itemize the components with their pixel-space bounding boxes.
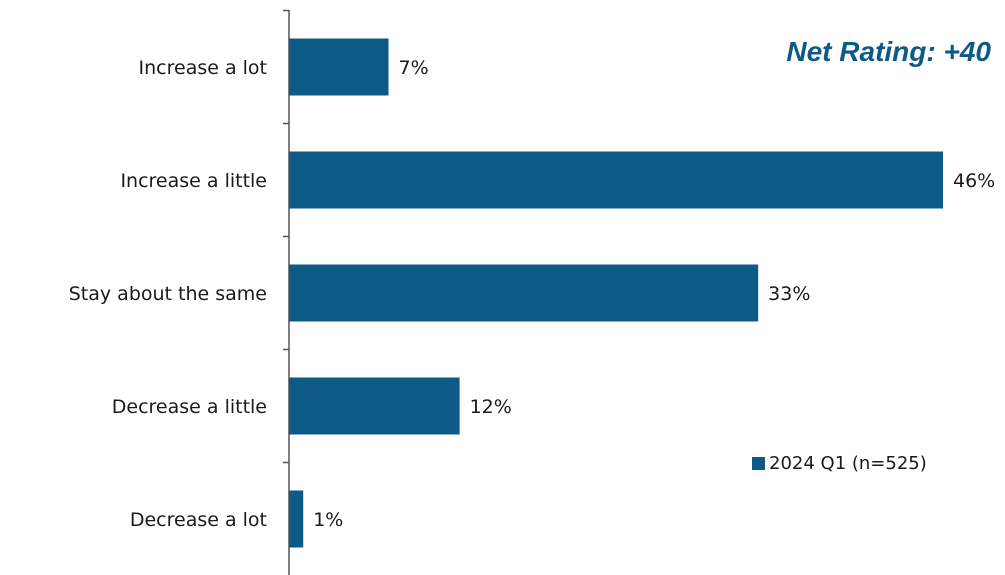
category-label: Stay about the same	[69, 283, 267, 305]
data-label: 46%	[953, 170, 995, 192]
category-label: Decrease a lot	[130, 509, 267, 531]
bar	[289, 38, 389, 96]
category-label: Decrease a little	[112, 396, 267, 418]
data-label: 33%	[768, 283, 810, 305]
net-rating-annotation: Net Rating: +40	[786, 36, 991, 67]
legend: 2024 Q1 (n=525)	[752, 453, 927, 474]
legend-swatch	[752, 457, 765, 470]
bar	[289, 377, 460, 435]
category-label: Increase a little	[120, 170, 267, 192]
category-label: Increase a lot	[139, 57, 267, 79]
data-label: 1%	[313, 509, 343, 531]
bar	[289, 490, 304, 548]
legend-label: 2024 Q1 (n=525)	[769, 453, 927, 474]
data-label: 7%	[399, 57, 429, 79]
bar	[289, 151, 943, 209]
bar	[289, 264, 759, 322]
data-label: 12%	[470, 396, 512, 418]
